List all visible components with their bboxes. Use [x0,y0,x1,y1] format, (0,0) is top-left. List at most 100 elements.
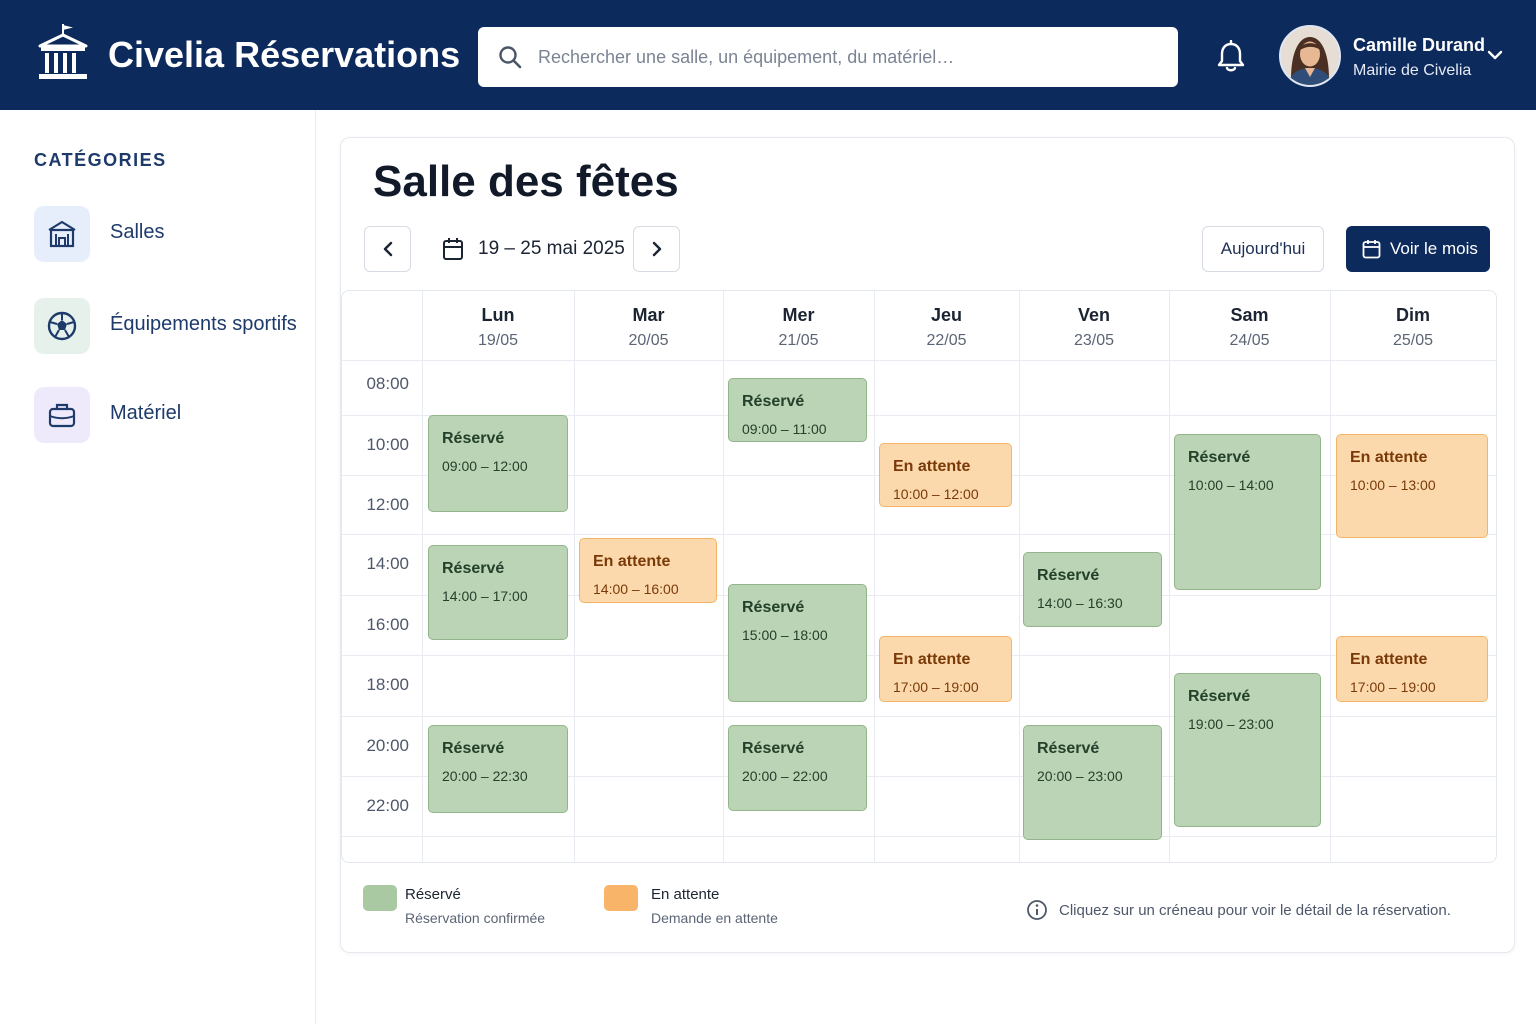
grid-column-line [723,291,724,862]
booking-slot-reserved[interactable]: Réservé 20:00 – 22:30 [428,725,568,813]
grid-row-line [342,360,1496,361]
calendar-icon [443,238,463,260]
day-header: Dim 25/05 [1330,290,1496,360]
booking-time: 10:00 – 12:00 [893,486,979,502]
booking-slot-pending[interactable]: En attente 14:00 – 16:00 [579,538,717,603]
chevron-left-icon [383,241,393,257]
booking-slot-reserved[interactable]: Réservé 09:00 – 11:00 [728,378,867,442]
booking-time: 14:00 – 16:30 [1037,595,1123,611]
day-header: Sam 24/05 [1169,290,1330,360]
booking-slot-pending[interactable]: En attente 10:00 – 13:00 [1336,434,1488,538]
booking-slot-reserved[interactable]: Réservé 14:00 – 16:30 [1023,552,1162,627]
booking-slot-reserved[interactable]: Réservé 09:00 – 12:00 [428,415,568,512]
booking-status: Réservé [742,599,805,616]
search-bar[interactable] [478,27,1178,87]
grid-column-line [1169,291,1170,862]
booking-time: 14:00 – 16:00 [593,581,679,597]
month-view-button[interactable]: Voir le mois [1346,226,1490,272]
grid-row-line [342,776,1496,777]
previous-week-button[interactable] [364,226,411,272]
info-text: Cliquez sur un créneau pour voir le déta… [1059,902,1451,919]
time-label: 16:00 [366,615,409,634]
booking-slot-pending[interactable]: En attente 17:00 – 19:00 [1336,636,1488,702]
time-label: 12:00 [366,495,409,514]
legend-pending-swatch [604,885,638,911]
sidebar-item-label: Équipements sportifs [110,313,297,335]
booking-slot-pending[interactable]: En attente 17:00 – 19:00 [879,636,1012,702]
date-range: 19 – 25 mai 2025 [478,238,625,259]
day-name: Ven [1077,305,1111,325]
today-button[interactable]: Aujourd'hui [1202,226,1324,272]
booking-status: Réservé [442,560,505,577]
grid-row-line [342,595,1496,596]
day-date: 24/05 [1229,332,1270,349]
day-date: 25/05 [1392,332,1434,349]
legend-reserved-swatch [363,885,397,911]
booking-status: En attente [893,458,971,475]
chevron-down-icon[interactable] [1486,48,1504,62]
day-header: Ven 23/05 [1019,290,1169,360]
sidebar: CATÉGORIES Salles Équipem [0,110,316,1024]
grid-column-line [874,291,875,862]
booking-slot-reserved[interactable]: Réservé 14:00 – 17:00 [428,545,568,640]
time-label: 20:00 [366,736,409,755]
booking-status: Réservé [1037,567,1100,584]
grid-row-line [342,836,1496,837]
day-name: Dim [1395,305,1430,325]
booking-time: 15:00 – 18:00 [742,627,828,643]
user-avatar[interactable] [1279,25,1341,87]
time-label: 08:00 [366,374,409,393]
user-organization: Mairie de Civelia [1353,62,1472,79]
grid-column-line [1019,291,1020,862]
page-title: Salle des fêtes [373,157,679,206]
day-date: 20/05 [628,332,669,349]
booking-slot-reserved[interactable]: Réservé 10:00 – 14:00 [1174,434,1321,590]
top-bar: Civelia Réservations Camille Durand Mair… [0,0,1536,110]
booking-time: 10:00 – 13:00 [1350,477,1436,493]
legend-reserved-title: Réservé [405,886,461,903]
time-label: 18:00 [366,675,409,694]
booking-time: 14:00 – 17:00 [442,588,528,604]
info-icon [1027,900,1047,920]
booking-slot-reserved[interactable]: Réservé 15:00 – 18:00 [728,584,867,702]
day-name: Sam [1230,305,1269,325]
day-date: 22/05 [926,332,967,349]
sidebar-item-materiel[interactable]: Matériel [34,387,304,443]
booking-slot-reserved[interactable]: Réservé 19:00 – 23:00 [1174,673,1321,827]
time-label: 14:00 [366,554,409,573]
search-icon [499,46,522,69]
day-header: Jeu 22/05 [874,290,1019,360]
booking-status: Réservé [442,740,505,757]
booking-time: 17:00 – 19:00 [1350,679,1436,695]
booking-slot-reserved[interactable]: Réservé 20:00 – 23:00 [1023,725,1162,840]
booking-time: 09:00 – 12:00 [442,458,528,474]
booking-slot-pending[interactable]: En attente 10:00 – 12:00 [879,443,1012,507]
day-date: 19/05 [477,332,519,349]
day-header: Lun 19/05 [422,290,574,360]
categories-title: CATÉGORIES [34,150,167,170]
booking-status: En attente [593,553,671,570]
day-date: 23/05 [1073,332,1115,349]
time-label: 10:00 [366,435,409,454]
app-title: Civelia Réservations [108,34,461,75]
soccer-ball-icon [34,298,90,354]
booking-status: Réservé [1037,740,1100,757]
booking-time: 20:00 – 23:00 [1037,768,1123,784]
booking-time: 10:00 – 14:00 [1188,477,1274,493]
booking-time: 19:00 – 23:00 [1188,716,1274,732]
booking-status: Réservé [442,430,505,447]
grid-row-line [342,716,1496,717]
next-week-button[interactable] [633,226,680,272]
search-input[interactable] [538,27,1158,87]
notification-bell-icon[interactable] [1215,40,1247,74]
booking-slot-reserved[interactable]: Réservé 20:00 – 22:00 [728,725,867,811]
building-icon [34,206,90,262]
sidebar-item-equipements-sportifs[interactable]: Équipements sportifs [34,298,304,354]
legend-pending-description: Demande en attente [651,910,778,926]
sidebar-item-salles[interactable]: Salles [34,206,304,262]
booking-time: 17:00 – 19:00 [893,679,979,695]
booking-time: 09:00 – 11:00 [742,421,827,437]
calendar-icon [1362,240,1381,259]
grid-row-line [342,415,1496,416]
day-header: Mer 21/05 [723,290,874,360]
